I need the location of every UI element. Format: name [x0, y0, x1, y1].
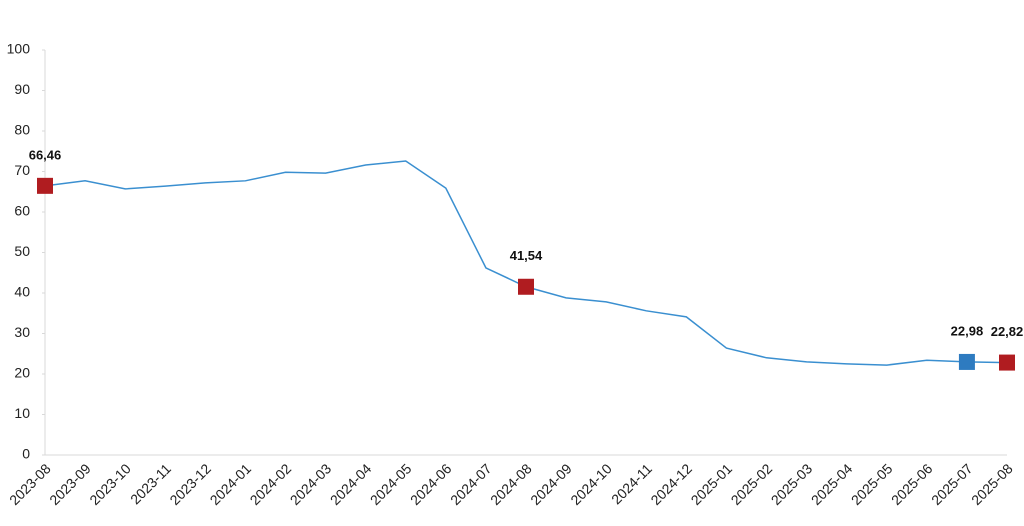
- y-tick-label: 70: [14, 162, 30, 178]
- value-label: 41,54: [510, 248, 543, 263]
- y-tick-label: 20: [14, 365, 30, 381]
- x-tick-label: 2024-06: [407, 460, 455, 508]
- x-tick-label: 2024-10: [567, 460, 615, 508]
- y-tick-label: 100: [7, 41, 31, 57]
- x-tick-label: 2023-12: [166, 460, 214, 508]
- x-tick-label: 2024-09: [527, 460, 575, 508]
- x-tick-label: 2024-07: [447, 460, 495, 508]
- x-tick-label: 2025-07: [928, 460, 976, 508]
- y-tick-label: 90: [14, 81, 30, 97]
- value-label: 66,46: [29, 147, 62, 162]
- x-tick-label: 2025-03: [768, 460, 816, 508]
- x-tick-label: 2025-04: [808, 460, 856, 508]
- y-tick-label: 80: [14, 122, 30, 138]
- value-label: 22,82: [991, 324, 1024, 339]
- x-tick-label: 2023-11: [127, 460, 174, 507]
- x-tick-label: 2024-08: [487, 460, 535, 508]
- y-tick-label: 40: [14, 284, 30, 300]
- point-marker: [518, 278, 534, 295]
- x-tick-label: 2024-02: [247, 460, 295, 508]
- x-tick-label: 2025-02: [728, 460, 776, 508]
- x-tick-label: 2023-10: [86, 460, 134, 508]
- x-tick-label: 2024-05: [367, 460, 415, 508]
- x-tick-label: 2023-08: [6, 460, 54, 508]
- y-tick-label: 0: [22, 446, 30, 462]
- x-tick-label: 2024-01: [207, 460, 255, 508]
- x-tick-label: 2025-01: [688, 460, 736, 508]
- x-tick-label: 2025-06: [888, 460, 936, 508]
- point-marker: [37, 177, 53, 194]
- y-tick-label: 60: [14, 203, 30, 219]
- y-tick-label: 30: [14, 324, 30, 340]
- x-tick-label: 2023-09: [46, 460, 94, 508]
- x-tick-label: 2025-08: [968, 460, 1016, 508]
- x-tick-label: 2025-05: [848, 460, 896, 508]
- x-tick-label: 2024-12: [647, 460, 695, 508]
- point-marker: [958, 353, 975, 370]
- point-marker: [999, 354, 1015, 371]
- y-tick-label: 50: [14, 243, 30, 259]
- x-tick-label: 2024-03: [287, 460, 335, 508]
- x-tick-label: 2024-11: [608, 460, 655, 507]
- x-tick-label: 2024-04: [327, 460, 375, 508]
- value-label: 22,98: [951, 323, 984, 338]
- y-tick-label: 10: [14, 405, 30, 421]
